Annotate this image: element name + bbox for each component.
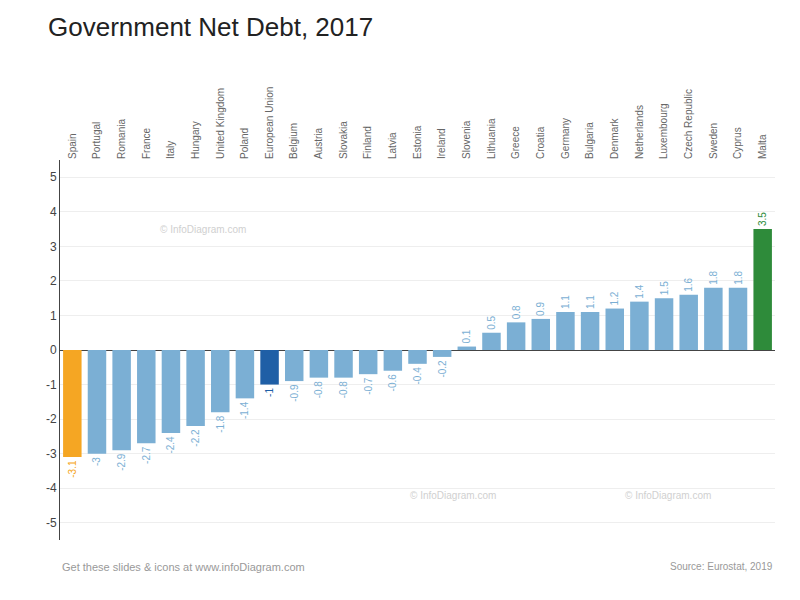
svg-text:Ireland: Ireland: [436, 128, 447, 159]
svg-text:Source: Eurostat, 2019: Source: Eurostat, 2019: [670, 561, 773, 572]
svg-text:European Union: European Union: [264, 87, 275, 159]
svg-text:Slovakia: Slovakia: [338, 121, 349, 159]
svg-text:-3: -3: [46, 447, 57, 461]
svg-text:Bulgaria: Bulgaria: [584, 122, 595, 159]
svg-text:Hungary: Hungary: [190, 121, 201, 159]
svg-text:0: 0: [50, 343, 57, 357]
svg-text:Malta: Malta: [757, 134, 768, 159]
svg-text:Government Net Debt, 2017: Government Net Debt, 2017: [48, 12, 373, 42]
svg-text:Luxembourg: Luxembourg: [658, 103, 669, 159]
svg-text:-0.2: -0.2: [437, 360, 448, 378]
svg-text:Czech Republic: Czech Republic: [683, 89, 694, 159]
svg-text:Greece: Greece: [510, 126, 521, 159]
svg-text:-3.1: -3.1: [67, 460, 78, 478]
svg-text:1.8: 1.8: [733, 270, 744, 284]
svg-text:© InfoDiagram.com: © InfoDiagram.com: [625, 490, 711, 501]
svg-text:3: 3: [50, 240, 57, 254]
svg-text:Italy: Italy: [165, 141, 176, 159]
svg-text:-1: -1: [46, 378, 57, 392]
svg-text:-3: -3: [91, 457, 102, 466]
svg-text:1: 1: [50, 309, 57, 323]
svg-text:-1.8: -1.8: [215, 415, 226, 433]
svg-text:Netherlands: Netherlands: [634, 105, 645, 159]
svg-text:-0.8: -0.8: [338, 381, 349, 399]
svg-text:Latvia: Latvia: [387, 132, 398, 159]
svg-text:© InfoDiagram.com: © InfoDiagram.com: [160, 224, 246, 235]
svg-text:4: 4: [50, 205, 57, 219]
svg-text:1.8: 1.8: [708, 270, 719, 284]
svg-text:Denmark: Denmark: [609, 117, 620, 159]
svg-text:Estonia: Estonia: [412, 125, 423, 159]
svg-text:-0.9: -0.9: [289, 384, 300, 402]
svg-text:1.2: 1.2: [609, 291, 620, 305]
svg-text:1.6: 1.6: [683, 277, 694, 291]
svg-text:Get these slides & icons at ww: Get these slides & icons at www.infoDiag…: [62, 561, 305, 573]
svg-text:-0.6: -0.6: [387, 374, 398, 392]
svg-text:Spain: Spain: [67, 133, 78, 159]
svg-text:-4: -4: [46, 481, 57, 495]
svg-text:0.9: 0.9: [535, 302, 546, 316]
svg-text:0.8: 0.8: [511, 305, 522, 319]
svg-text:Germany: Germany: [560, 118, 571, 159]
svg-text:-1: -1: [264, 388, 275, 397]
svg-text:Slovenia: Slovenia: [461, 120, 472, 159]
svg-text:-5: -5: [46, 516, 57, 530]
svg-text:Finland: Finland: [362, 126, 373, 159]
svg-text:Romania: Romania: [116, 119, 127, 159]
svg-text:-2.4: -2.4: [165, 436, 176, 454]
svg-text:Portugal: Portugal: [91, 122, 102, 159]
svg-text:3.5: 3.5: [757, 212, 768, 226]
svg-text:Poland: Poland: [239, 128, 250, 159]
svg-text:Cyprus: Cyprus: [732, 127, 743, 159]
svg-text:France: France: [141, 127, 152, 159]
svg-text:-0.4: -0.4: [412, 367, 423, 385]
svg-text:Sweden: Sweden: [708, 123, 719, 159]
svg-text:0.5: 0.5: [486, 315, 497, 329]
svg-text:1.5: 1.5: [659, 281, 670, 295]
svg-text:Austria: Austria: [313, 127, 324, 159]
svg-text:-2.2: -2.2: [190, 429, 201, 447]
svg-text:1.1: 1.1: [560, 295, 571, 309]
svg-text:-0.7: -0.7: [363, 377, 374, 395]
svg-text:-2: -2: [46, 412, 57, 426]
svg-text:0.1: 0.1: [461, 329, 472, 343]
svg-text:Croatia: Croatia: [535, 126, 546, 159]
svg-text:Belgium: Belgium: [288, 123, 299, 159]
svg-text:-2.7: -2.7: [141, 446, 152, 464]
svg-text:5: 5: [50, 170, 57, 184]
svg-text:-2.9: -2.9: [116, 453, 127, 471]
svg-text:2: 2: [50, 274, 57, 288]
svg-text:1.4: 1.4: [634, 284, 645, 298]
svg-text:Lithuania: Lithuania: [486, 118, 497, 159]
svg-text:-1.4: -1.4: [239, 401, 250, 419]
svg-text:© InfoDiagram.com: © InfoDiagram.com: [410, 490, 496, 501]
svg-text:1.1: 1.1: [585, 295, 596, 309]
svg-text:-0.8: -0.8: [313, 381, 324, 399]
svg-text:United Kingdom: United Kingdom: [215, 88, 226, 159]
